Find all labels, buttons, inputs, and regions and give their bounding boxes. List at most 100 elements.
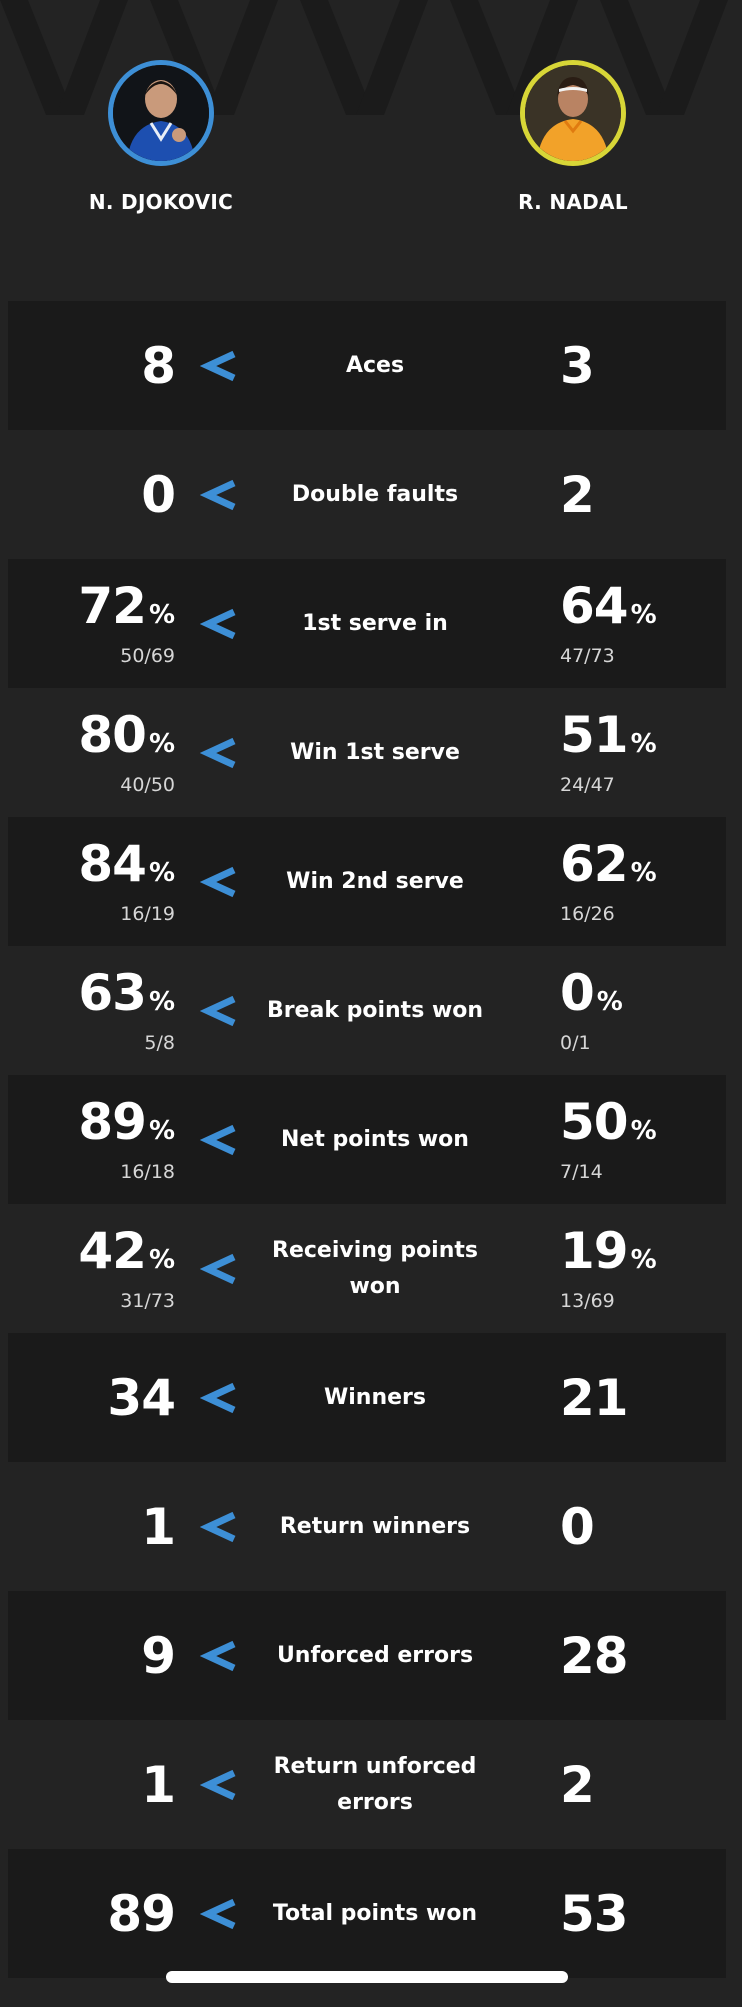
stat-value-right: 28 — [560, 1591, 720, 1720]
stat-number-value: 62 — [560, 835, 629, 893]
stat-row: 80% 40/50 Win 1st serve 51% 24/47 — [8, 688, 726, 817]
chevron-left-icon — [200, 1898, 236, 1930]
home-indicator[interactable] — [166, 1971, 568, 1983]
stat-number-value: 64 — [560, 577, 629, 635]
stat-number-value: 72 — [78, 577, 147, 635]
stat-number: 0 — [141, 465, 176, 524]
percent-sign: % — [148, 729, 175, 759]
stat-number: 1 — [141, 1497, 176, 1556]
stat-value-left: 0 — [8, 430, 176, 559]
stat-number-value: 1 — [141, 1497, 176, 1556]
stat-number: 9 — [141, 1629, 176, 1683]
percent-sign: % — [148, 1116, 175, 1146]
stat-number-value: 21 — [560, 1368, 629, 1427]
stat-number: 8 — [141, 336, 176, 395]
player-right[interactable]: R. NADAL — [473, 60, 673, 214]
stat-value-left: 42% 31/73 — [8, 1204, 175, 1333]
stat-label: Break points won — [266, 997, 484, 1023]
stat-label: Unforced errors — [276, 1642, 474, 1668]
percent-sign: % — [148, 987, 175, 1017]
stat-number-value: 2 — [560, 1755, 595, 1814]
stat-number: 72% — [78, 579, 175, 642]
percent-sign: % — [630, 600, 657, 630]
stat-value-left: 8 — [8, 301, 176, 430]
stat-number-value: 8 — [141, 336, 176, 395]
stat-number: 0% — [560, 966, 623, 1029]
stat-value-right: 50% 7/14 — [560, 1075, 720, 1204]
stat-fraction: 16/18 — [120, 1161, 175, 1183]
stat-label: Net points won — [281, 1126, 469, 1152]
stat-number-value: 84 — [78, 835, 147, 893]
stat-fraction: 0/1 — [560, 1032, 591, 1054]
stat-label: Total points won — [272, 1900, 478, 1926]
stat-row: 42% 31/73 Receiving points won 19% 13/69 — [8, 1204, 726, 1333]
stat-value-left: 89% 16/18 — [8, 1075, 175, 1204]
stat-row: 1 Return unforced errors 2 — [8, 1720, 726, 1849]
player-avatar-right — [520, 60, 626, 166]
chevron-left-icon — [200, 1511, 236, 1543]
stat-label: Aces — [345, 352, 405, 378]
stat-number-value: 19 — [560, 1222, 629, 1280]
stat-number-value: 1 — [141, 1755, 176, 1814]
percent-sign: % — [148, 858, 175, 888]
player-name-left: N. DJOKOVIC — [88, 190, 234, 214]
player-avatar-left — [108, 60, 214, 166]
stat-value-right: 0 — [560, 1462, 720, 1591]
percent-sign: % — [630, 1116, 657, 1146]
chevron-left-icon — [200, 1640, 236, 1672]
stat-row: 89% 16/18 Net points won 50% 7/14 — [8, 1075, 726, 1204]
stat-number: 28 — [560, 1626, 629, 1685]
stat-number: 89% — [78, 1095, 175, 1158]
stat-number-value: 34 — [107, 1368, 176, 1427]
chevron-left-icon — [200, 1124, 236, 1156]
stat-number-value: 28 — [560, 1626, 629, 1685]
stat-number-value: 89 — [78, 1093, 147, 1151]
stat-number: 2 — [560, 468, 595, 522]
stat-value-right: 62% 16/26 — [560, 817, 720, 946]
stat-value-right: 51% 24/47 — [560, 688, 720, 817]
percent-sign: % — [148, 600, 175, 630]
stat-fraction: 7/14 — [560, 1161, 603, 1183]
stat-row: 89 Total points won 53 — [8, 1849, 726, 1978]
stat-fraction: 40/50 — [120, 774, 175, 796]
chevron-left-icon — [200, 1382, 236, 1414]
stat-label: Receiving points won — [272, 1237, 478, 1299]
stat-number: 0 — [560, 1497, 595, 1556]
stat-number: 19% — [560, 1224, 657, 1287]
stat-label: 1st serve in — [302, 610, 448, 636]
stat-number: 1 — [141, 1755, 176, 1814]
stat-value-right: 19% 13/69 — [560, 1204, 720, 1333]
player-photo-icon — [525, 65, 621, 161]
stat-number: 34 — [107, 1368, 176, 1427]
stat-value-left: 63% 5/8 — [8, 946, 175, 1075]
stat-value-right: 21 — [560, 1333, 720, 1462]
stat-value-left: 1 — [8, 1720, 176, 1849]
chevron-left-icon — [200, 1253, 236, 1285]
percent-sign: % — [630, 729, 657, 759]
stat-value-right: 0% 0/1 — [560, 946, 720, 1075]
player-left[interactable]: N. DJOKOVIC — [61, 60, 261, 214]
stat-value-left: 34 — [8, 1333, 176, 1462]
stat-row: 8 Aces 3 — [8, 301, 726, 430]
stat-number-value: 53 — [560, 1884, 629, 1943]
stat-fraction: 24/47 — [560, 774, 615, 796]
stat-number: 21 — [560, 1368, 629, 1427]
stat-fraction: 47/73 — [560, 645, 615, 667]
stat-value-left: 89 — [8, 1849, 176, 1978]
stat-fraction: 31/73 — [120, 1290, 175, 1312]
stat-number: 3 — [560, 339, 595, 393]
stat-label: Double faults — [291, 481, 459, 507]
stat-number: 2 — [560, 1755, 595, 1814]
chevron-left-icon — [200, 995, 236, 1027]
stat-value-right: 53 — [560, 1849, 720, 1978]
stat-number-value: 0 — [141, 465, 176, 524]
percent-sign: % — [596, 987, 623, 1017]
stat-fraction: 50/69 — [120, 645, 175, 667]
player-name-right: R. NADAL — [518, 190, 628, 214]
stat-number-value: 0 — [560, 1497, 595, 1556]
stat-number: 51% — [560, 708, 657, 771]
stat-number-value: 80 — [78, 706, 147, 764]
chevron-left-icon — [200, 1769, 236, 1801]
stat-row: 1 Return winners 0 — [8, 1462, 726, 1591]
percent-sign: % — [148, 1245, 175, 1275]
